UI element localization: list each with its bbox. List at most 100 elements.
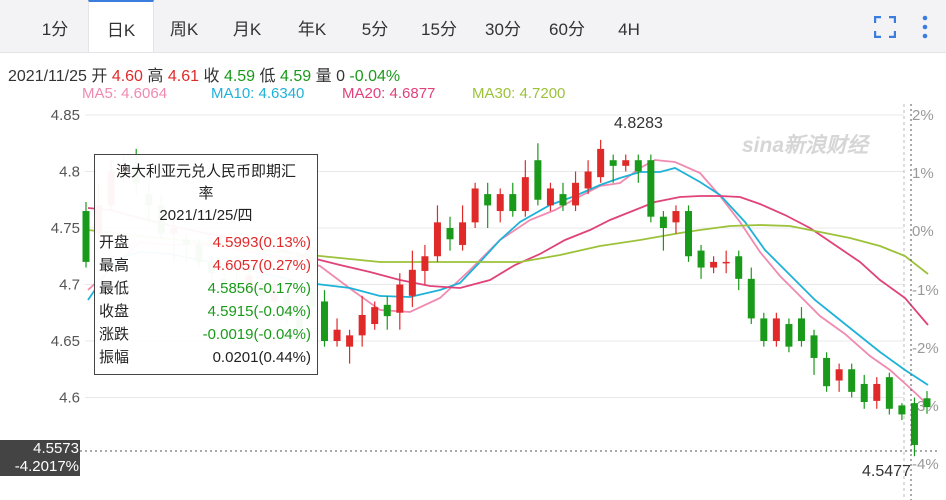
tooltip-row: 涨跌 -0.0019(-0.04%) [99, 324, 311, 346]
candle-body [572, 182, 580, 206]
info-change: -0.04% [349, 68, 401, 85]
pct-tick-label: -1% [912, 282, 939, 299]
candle-body [521, 177, 529, 212]
tooltip-row-key: 最高 [99, 257, 130, 274]
watermark: sina新浪财经 [742, 133, 871, 157]
crosshair-price-label: 4.5573 [0, 440, 80, 458]
candle-body [697, 250, 705, 268]
info-open: 4.60 [111, 68, 143, 85]
candle-body [659, 216, 667, 228]
candle-body [797, 318, 805, 341]
candle-body [722, 261, 730, 264]
candle-body [672, 211, 680, 223]
ma10-label: MA10: 4.6340 [211, 85, 305, 102]
tab-3[interactable]: 月K [232, 20, 262, 39]
tooltip-row-value: -0.0019(-0.04%) [202, 326, 311, 343]
candle-body [609, 160, 617, 166]
pct-tick-label: 0% [912, 223, 934, 240]
pct-tick-label: -2% [912, 340, 939, 357]
candle-body [810, 335, 818, 358]
candle-body [546, 188, 554, 206]
info-close: 4.59 [223, 68, 256, 85]
min-price-label: 4.5477 [862, 463, 911, 480]
candle-body [421, 256, 429, 271]
ma20-label: MA20: 4.6877 [342, 85, 436, 102]
candle-body [597, 148, 605, 178]
tooltip-row-value: 4.6057(0.27%) [212, 257, 311, 274]
tooltip-date: 2021/11/25/四 [159, 207, 253, 224]
candle-body [785, 324, 793, 347]
period-tabs: 1分 日K 周K 月K 年K 5分 15分 30分 60分 4H [0, 0, 946, 53]
candle-body [685, 211, 693, 257]
candle-body [823, 357, 831, 387]
candle-body [408, 269, 416, 296]
candle-body [484, 194, 492, 206]
y-tick-label: 4.6 [59, 390, 80, 407]
info-high-label: 高 [147, 68, 164, 85]
tab-9[interactable]: 4H [618, 20, 640, 39]
candle-body [898, 405, 906, 415]
tab-0[interactable]: 1分 [41, 20, 69, 39]
candle-body [496, 194, 504, 212]
info-date: 2021/11/25 [8, 68, 87, 85]
candle-body [747, 278, 755, 319]
pct-tick-label: -4% [912, 456, 939, 473]
candle-body [383, 304, 391, 317]
tooltip-row-value: 4.5993(0.13%) [212, 234, 311, 251]
tooltip-row: 收盘 4.5915(-0.04%) [99, 301, 311, 323]
candle-body [333, 329, 341, 341]
info-open-label: 开 [91, 68, 108, 85]
candle-body [860, 383, 868, 403]
tooltip-row-value: 4.5856(-0.17%) [207, 280, 311, 297]
tab-7[interactable]: 30分 [485, 20, 521, 39]
candle-body [634, 160, 642, 172]
tooltip-row-key: 最低 [99, 280, 130, 297]
tooltip-row: 最低 4.5856(-0.17%) [99, 278, 311, 300]
tab-6[interactable]: 15分 [421, 20, 457, 39]
tooltip-row-value: 0.0201(0.44%) [212, 349, 311, 366]
candle-body [559, 194, 567, 206]
tab-8[interactable]: 60分 [549, 20, 585, 39]
candle-body [459, 222, 467, 245]
candle-body [82, 211, 90, 262]
info-close-label: 收 [203, 68, 220, 85]
candle-body [358, 315, 366, 336]
candle-body [320, 301, 328, 341]
y-tick-label: 4.7 [59, 277, 80, 294]
ma30-label: MA30: 4.7200 [472, 85, 566, 102]
candle-body [760, 318, 768, 341]
candle-body [446, 228, 454, 240]
info-low-label: 低 [259, 68, 276, 85]
fullscreen-icon[interactable] [874, 16, 896, 38]
tooltip-row: 开盘 4.5993(0.13%) [99, 232, 311, 254]
y-tick-label: 4.8 [59, 164, 80, 181]
ohlc-info-line: 2021/11/25 开 4.60 高 4.61 收 4.59 低 4.59 量… [8, 62, 400, 86]
tooltip-row: 振幅 0.0201(0.44%) [99, 347, 311, 369]
candle-body [509, 194, 517, 212]
tooltip-panel: 澳大利亚元兑人民币即期汇 率 2021/11/25/四 开盘 4.5993(0.1… [94, 154, 318, 375]
candle-body [396, 284, 404, 313]
tooltip-row-value: 4.5915(-0.04%) [207, 303, 311, 320]
max-price-label: 4.8283 [614, 115, 663, 132]
y-tick-label: 4.75 [51, 220, 80, 237]
tooltip-row-key: 振幅 [99, 349, 130, 366]
candle-body [534, 160, 542, 200]
candle-body [471, 188, 479, 223]
info-vol: 0 [336, 68, 345, 85]
candle-body [371, 307, 379, 325]
tab-5[interactable]: 5分 [361, 20, 389, 39]
tab-2[interactable]: 周K [169, 20, 199, 39]
y-tick-label: 4.85 [51, 107, 80, 124]
tab-1[interactable]: 日K [88, 0, 154, 52]
candle-body [346, 335, 354, 347]
candle-body [848, 369, 856, 392]
tab-4[interactable]: 年K [297, 20, 327, 39]
info-low: 4.59 [280, 68, 312, 85]
candle-body [910, 403, 918, 445]
tooltip-title-line1: 澳大利亚元兑人民币即期汇 [115, 163, 296, 180]
more-icon[interactable] [920, 14, 930, 40]
pct-tick-label: 1% [912, 165, 934, 182]
candle-body [433, 222, 441, 257]
candle-body [772, 318, 780, 341]
y-tick-label: 4.65 [51, 333, 80, 350]
